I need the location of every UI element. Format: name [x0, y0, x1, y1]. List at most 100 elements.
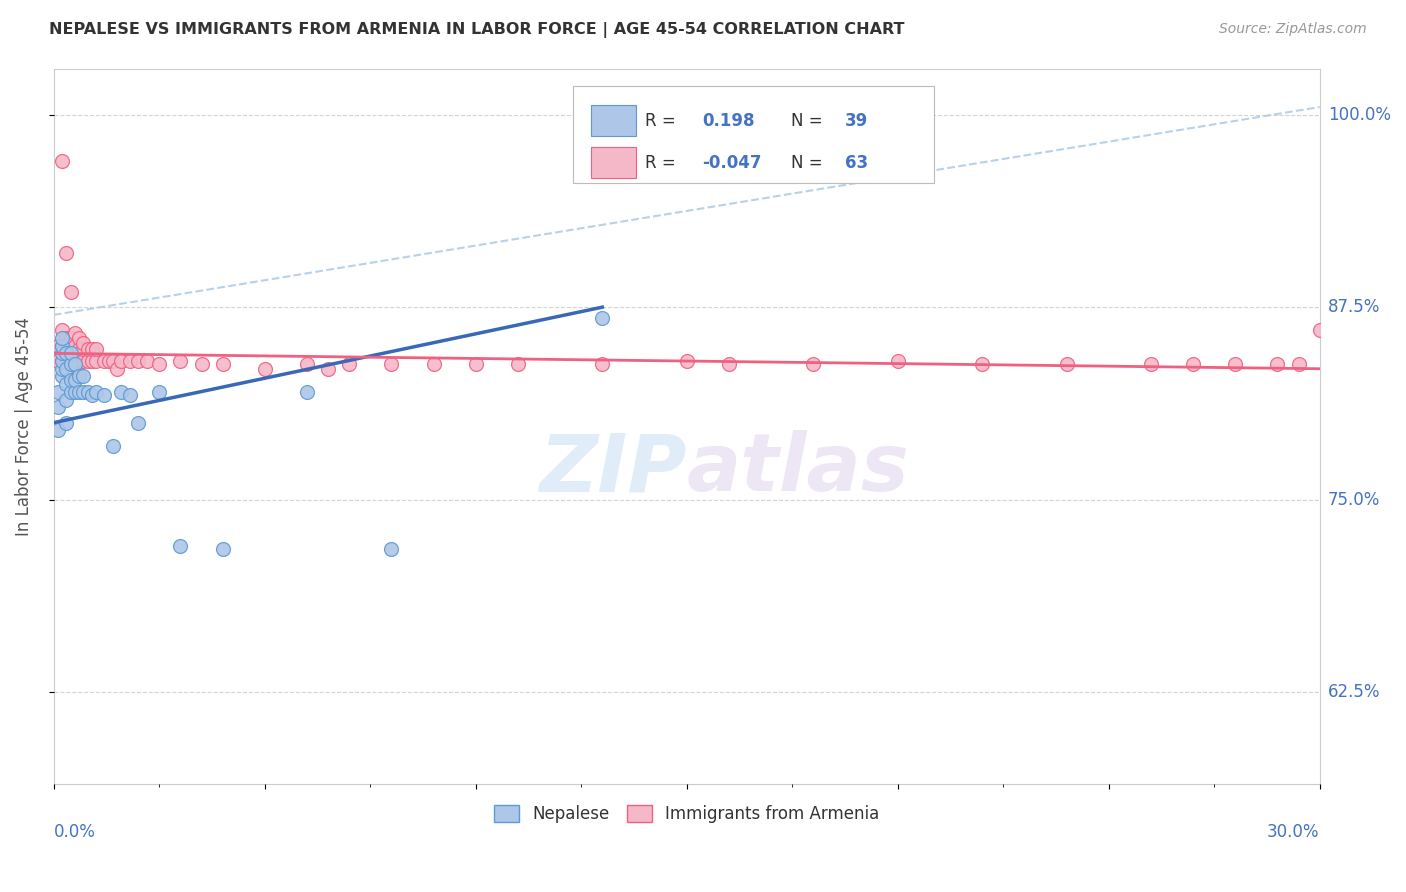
Text: Source: ZipAtlas.com: Source: ZipAtlas.com: [1219, 22, 1367, 37]
Point: [80, 388, 103, 402]
Point: [46, 384, 69, 399]
Point: [59, 372, 82, 386]
Point: [380, 357, 402, 371]
Text: 63: 63: [845, 154, 868, 172]
Point: [55, 377, 77, 392]
Point: [1309, 323, 1331, 337]
Point: [118, 354, 141, 368]
Point: [148, 384, 170, 399]
Point: [51, 323, 73, 337]
Text: 30.0%: 30.0%: [1267, 823, 1320, 841]
Point: [72, 342, 94, 356]
Point: [1140, 357, 1163, 371]
Point: [63, 338, 86, 352]
Point: [169, 539, 191, 553]
Point: [464, 357, 486, 371]
Point: [211, 357, 233, 371]
Point: [59, 354, 82, 368]
Point: [93, 388, 115, 402]
Point: [51, 153, 73, 168]
Point: [46, 338, 69, 352]
Text: 0.198: 0.198: [702, 112, 755, 130]
Point: [63, 357, 86, 371]
Point: [72, 335, 94, 350]
Text: N =: N =: [790, 154, 823, 172]
Point: [84, 342, 107, 356]
Point: [63, 384, 86, 399]
Point: [127, 416, 149, 430]
Point: [76, 354, 98, 368]
Point: [972, 357, 994, 371]
Point: [46, 401, 69, 415]
Point: [253, 361, 276, 376]
Point: [67, 354, 90, 368]
Point: [1267, 357, 1289, 371]
Text: 62.5%: 62.5%: [1329, 683, 1381, 701]
Point: [127, 354, 149, 368]
Point: [105, 361, 128, 376]
Point: [51, 369, 73, 384]
Point: [801, 357, 824, 371]
Point: [72, 354, 94, 368]
Point: [1225, 357, 1247, 371]
Point: [675, 354, 697, 368]
Point: [59, 384, 82, 399]
Text: NEPALESE VS IMMIGRANTS FROM ARMENIA IN LABOR FORCE | AGE 45-54 CORRELATION CHART: NEPALESE VS IMMIGRANTS FROM ARMENIA IN L…: [49, 22, 904, 38]
Point: [72, 384, 94, 399]
Point: [591, 357, 613, 371]
Text: 0.0%: 0.0%: [53, 823, 96, 841]
Point: [55, 361, 77, 376]
Point: [51, 354, 73, 368]
Point: [59, 342, 82, 356]
Point: [55, 392, 77, 407]
Point: [80, 342, 103, 356]
Point: [101, 354, 124, 368]
Point: [55, 416, 77, 430]
Point: [63, 326, 86, 341]
Y-axis label: In Labor Force | Age 45-54: In Labor Force | Age 45-54: [15, 317, 32, 536]
Point: [59, 331, 82, 345]
Point: [55, 354, 77, 368]
Point: [135, 354, 157, 368]
Point: [295, 357, 318, 371]
Point: [84, 354, 107, 368]
Point: [93, 354, 115, 368]
Text: R =: R =: [645, 112, 676, 130]
Point: [67, 342, 90, 356]
FancyBboxPatch shape: [591, 147, 636, 178]
Text: 100.0%: 100.0%: [1329, 106, 1391, 124]
Point: [84, 384, 107, 399]
Point: [118, 388, 141, 402]
Point: [101, 439, 124, 453]
Point: [422, 357, 444, 371]
Point: [67, 369, 90, 384]
Text: ZIP: ZIP: [540, 431, 686, 508]
Point: [110, 354, 132, 368]
FancyBboxPatch shape: [591, 105, 636, 136]
Point: [1182, 357, 1205, 371]
Point: [76, 384, 98, 399]
Point: [1288, 357, 1310, 371]
Point: [506, 357, 529, 371]
Point: [63, 372, 86, 386]
Point: [55, 331, 77, 345]
Text: 39: 39: [845, 112, 869, 130]
Text: 75.0%: 75.0%: [1329, 491, 1381, 508]
Point: [55, 338, 77, 352]
Point: [51, 331, 73, 345]
Point: [337, 357, 360, 371]
Point: [380, 541, 402, 556]
Point: [59, 346, 82, 360]
Point: [46, 354, 69, 368]
Point: [59, 285, 82, 299]
Text: 87.5%: 87.5%: [1329, 298, 1381, 316]
Point: [886, 354, 908, 368]
Text: N =: N =: [790, 112, 823, 130]
Point: [1056, 357, 1078, 371]
Point: [51, 338, 73, 352]
Point: [59, 357, 82, 371]
Point: [97, 354, 120, 368]
Text: -0.047: -0.047: [702, 154, 762, 172]
Point: [55, 346, 77, 360]
Point: [148, 357, 170, 371]
